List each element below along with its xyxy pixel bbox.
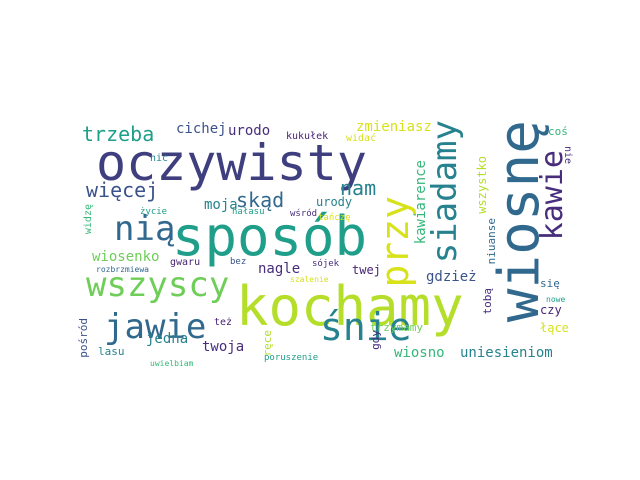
word-sie: się [540, 278, 560, 289]
word-nowe: nowe [546, 296, 565, 304]
word-niuanse: niuanse [486, 218, 497, 264]
word-wsrod: wśród [290, 210, 317, 219]
word-gdy: gdy [370, 330, 381, 350]
word-gwaru: gwaru [170, 258, 200, 268]
word-cos: coś [548, 126, 568, 137]
word-toba: tobą [482, 288, 493, 315]
word-tancze: tańczę [318, 214, 351, 223]
word-gdziez: gdzież [426, 270, 477, 284]
word-halasu: hałasu [232, 208, 265, 217]
word-nie: nie [562, 146, 572, 164]
word-twoja: twoja [202, 340, 244, 354]
word-sojek: sójek [312, 260, 339, 269]
word-urodo: urodo [228, 124, 270, 138]
word-siadamy: siadamy [428, 120, 462, 263]
word-trzeba: trzeba [82, 124, 154, 144]
word-uniesieniom: uniesieniom [460, 346, 553, 360]
word-twej: twej [352, 264, 381, 276]
word-posrod: pośród [78, 318, 89, 358]
word-wszystko: wszystko [476, 156, 488, 214]
word-nic: nic [150, 154, 168, 164]
word-lasu: lasu [98, 346, 125, 357]
word-widac: widać [346, 134, 376, 144]
word-nagle: nagle [258, 262, 300, 276]
word-przy: przy [376, 196, 414, 288]
word-czy: czy [540, 304, 562, 316]
word-uwielbiam: uwielbiam [150, 360, 193, 368]
word-urody: urody [316, 196, 352, 208]
word-bez: bez [230, 258, 246, 267]
word-wiosno: wiosno [394, 346, 445, 360]
word-zycie: życie [140, 208, 167, 217]
word-tez: też [214, 318, 232, 328]
word-jedna: jedna [146, 332, 188, 346]
word-kawiarence: kawiarence [414, 160, 428, 244]
word-poruszenie: poruszenie [264, 354, 318, 363]
word-kukulek: kukułek [286, 132, 328, 142]
word-rozbrzmiewa: rozbrzmiewa [96, 266, 149, 274]
word-wiecej: więcej [86, 180, 158, 200]
word-lace: łące [540, 322, 569, 334]
word-zmieniasz: zmieniasz [356, 120, 432, 134]
word-cichej: cichej [176, 122, 227, 136]
word-wiosenko: wiosenko [92, 250, 159, 264]
word-szalenie: szalenie [290, 276, 329, 284]
word-widze: widzę [84, 204, 94, 234]
word-nia: nią [114, 212, 175, 246]
